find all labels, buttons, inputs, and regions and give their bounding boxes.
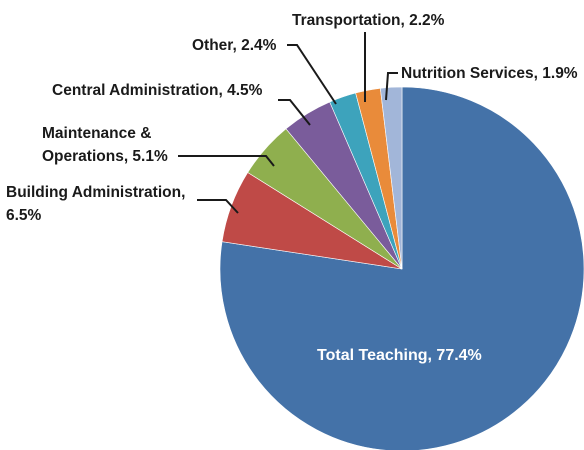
leader-line-building-administration xyxy=(197,199,239,214)
label-building-administration-line1: Building Administration, xyxy=(6,184,185,201)
leader-line-maintenance-operations xyxy=(178,155,275,167)
label-total-teaching: Total Teaching, 77.4% xyxy=(317,347,482,364)
leader-line-central-administration xyxy=(278,99,311,126)
leader-lines xyxy=(178,32,398,214)
pie-slice-total-teaching xyxy=(219,86,584,450)
pie-slices xyxy=(219,86,584,450)
leader-line-nutrition-services xyxy=(385,72,398,101)
label-nutrition-services: Nutrition Services, 1.9% xyxy=(401,65,578,82)
pie-slice-nutrition-services xyxy=(379,86,403,270)
label-central-administration: Central Administration, 4.5% xyxy=(52,82,263,99)
label-other: Other, 2.4% xyxy=(192,37,277,54)
label-transportation: Transportation, 2.2% xyxy=(292,12,445,29)
slice-labels: Building Administration, 6.5% Maintenanc… xyxy=(6,12,578,364)
label-maintenance-line1: Maintenance & xyxy=(42,125,151,142)
label-maintenance-line2: Operations, 5.1% xyxy=(42,148,168,165)
label-building-administration-line2: 6.5% xyxy=(6,207,42,224)
leader-line-other xyxy=(287,44,337,105)
